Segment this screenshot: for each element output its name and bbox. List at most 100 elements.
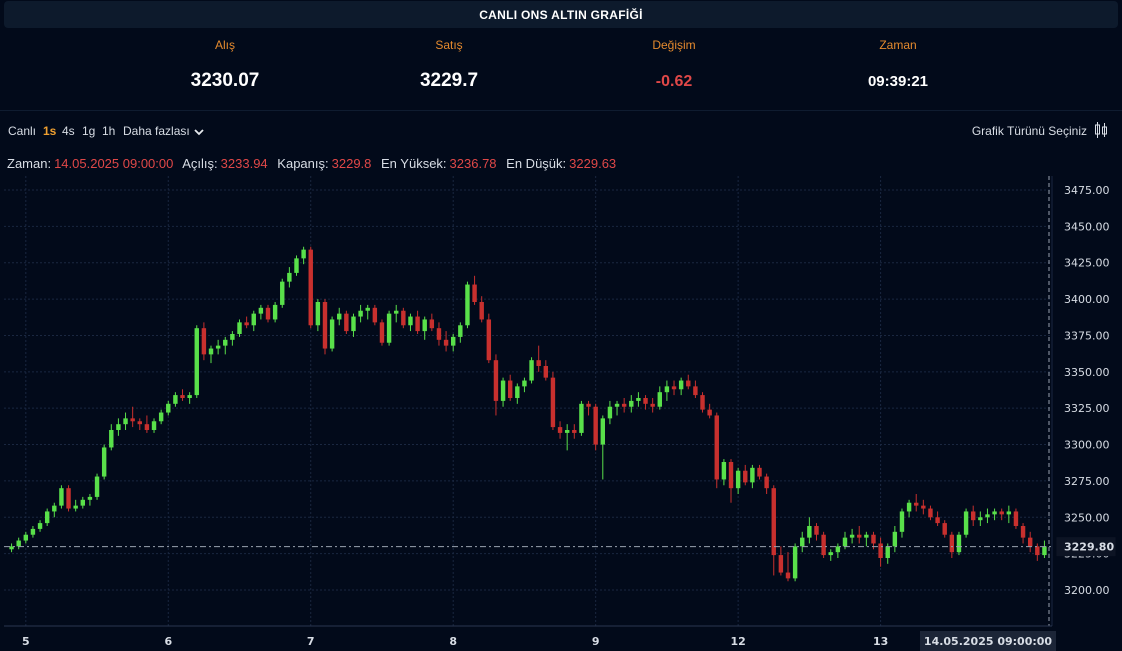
candle	[315, 299, 321, 332]
price-tick-label: 3250.00	[1064, 511, 1110, 524]
candle	[450, 334, 456, 352]
interval-1h-button[interactable]: 1h	[102, 124, 116, 138]
candle-body	[557, 427, 563, 433]
candle	[600, 415, 606, 480]
price-tick-label: 3300.00	[1064, 439, 1110, 452]
candlestick-icon[interactable]	[1094, 121, 1108, 139]
candle-body	[272, 304, 278, 320]
candle-body	[208, 348, 214, 355]
candle	[386, 310, 392, 346]
candle-body	[550, 377, 556, 428]
candle	[479, 296, 484, 323]
chart-type-selector[interactable]: Grafik Türünü Seçiniz	[971, 124, 1087, 138]
candle	[771, 485, 776, 576]
candle-body	[201, 328, 207, 355]
candle-body	[529, 360, 534, 381]
candle-body	[864, 534, 869, 538]
candle-body	[785, 572, 791, 579]
candle-body	[650, 403, 655, 407]
candle	[572, 424, 577, 439]
time-tick-label: 13	[873, 635, 888, 648]
candle-body	[308, 249, 313, 326]
candle-body	[344, 313, 349, 332]
live-button[interactable]: Canlı	[8, 124, 37, 138]
more-label: Daha fazlası	[123, 124, 190, 138]
candle	[258, 304, 264, 320]
candle	[94, 473, 100, 500]
candle	[792, 543, 798, 582]
candle	[223, 336, 228, 355]
candle-body	[251, 313, 256, 326]
candle-body	[315, 302, 321, 326]
interval-4s-button[interactable]: 4s	[62, 124, 75, 138]
candle-body	[921, 505, 926, 509]
candle	[621, 398, 627, 413]
chart-toolbar: Canlı 1s 4s 1g 1h Daha fazlası Grafik Tü…	[0, 120, 1122, 142]
candle	[322, 299, 328, 355]
candle-body	[472, 284, 477, 302]
last-price-badge	[1056, 537, 1116, 557]
candle	[372, 304, 378, 326]
candle-body	[194, 328, 199, 396]
candle-body	[507, 380, 513, 398]
candle	[785, 552, 791, 582]
candle-body	[144, 424, 150, 430]
more-dropdown[interactable]: Daha fazlası	[123, 124, 204, 138]
candle-body	[778, 555, 784, 573]
candle-body	[956, 534, 962, 553]
candle	[66, 485, 71, 512]
candle-body	[764, 476, 769, 489]
interval-1g-button[interactable]: 1g	[82, 124, 96, 138]
candle-body	[187, 395, 192, 398]
candle	[743, 464, 748, 486]
candle-body	[586, 403, 591, 407]
divider	[0, 110, 1122, 111]
candle	[657, 386, 662, 410]
candle	[287, 267, 292, 288]
candle	[821, 531, 826, 558]
candle-body	[707, 409, 712, 416]
ohlc-time-label: Zaman:	[7, 156, 52, 171]
candle-body	[671, 386, 677, 390]
time-value: 09:39:21	[867, 73, 929, 90]
candle-body	[59, 488, 64, 506]
candle-body	[878, 543, 883, 558]
candle	[208, 345, 214, 364]
price-tick-label: 3375.00	[1064, 329, 1110, 342]
candle	[700, 392, 705, 413]
candle	[329, 316, 335, 352]
candle-body	[358, 310, 363, 317]
candle-body	[265, 307, 271, 320]
candle-body	[743, 470, 748, 483]
candle-body	[1027, 537, 1033, 547]
candle-body	[329, 319, 335, 349]
bid-label: Alış	[214, 38, 235, 52]
candle-body	[351, 316, 356, 332]
candle-body	[871, 534, 876, 544]
interval-1s-button[interactable]: 1s	[43, 124, 57, 138]
candle	[693, 380, 698, 398]
candle-body	[757, 467, 762, 477]
candle-body	[215, 345, 221, 349]
candle-body	[130, 418, 135, 422]
candle	[251, 310, 256, 332]
candle	[123, 412, 128, 430]
candle-body	[87, 496, 93, 500]
candle-body	[515, 386, 520, 398]
candle-body	[992, 511, 997, 515]
candle	[529, 357, 534, 384]
candle	[550, 371, 556, 430]
candle-body	[970, 511, 976, 521]
candle	[44, 508, 50, 526]
candle	[1013, 508, 1019, 529]
candle-body	[280, 281, 285, 305]
candle-body	[935, 517, 940, 524]
bid-value: 3230.07	[190, 70, 260, 91]
candle	[180, 389, 185, 401]
candle	[358, 304, 363, 323]
candlestick-chart[interactable]: 3200.003225.003250.003275.003300.003325.…	[0, 176, 1122, 651]
candle	[778, 546, 784, 576]
candle	[394, 304, 399, 323]
candle-body	[750, 467, 755, 483]
candle-body	[643, 398, 648, 404]
